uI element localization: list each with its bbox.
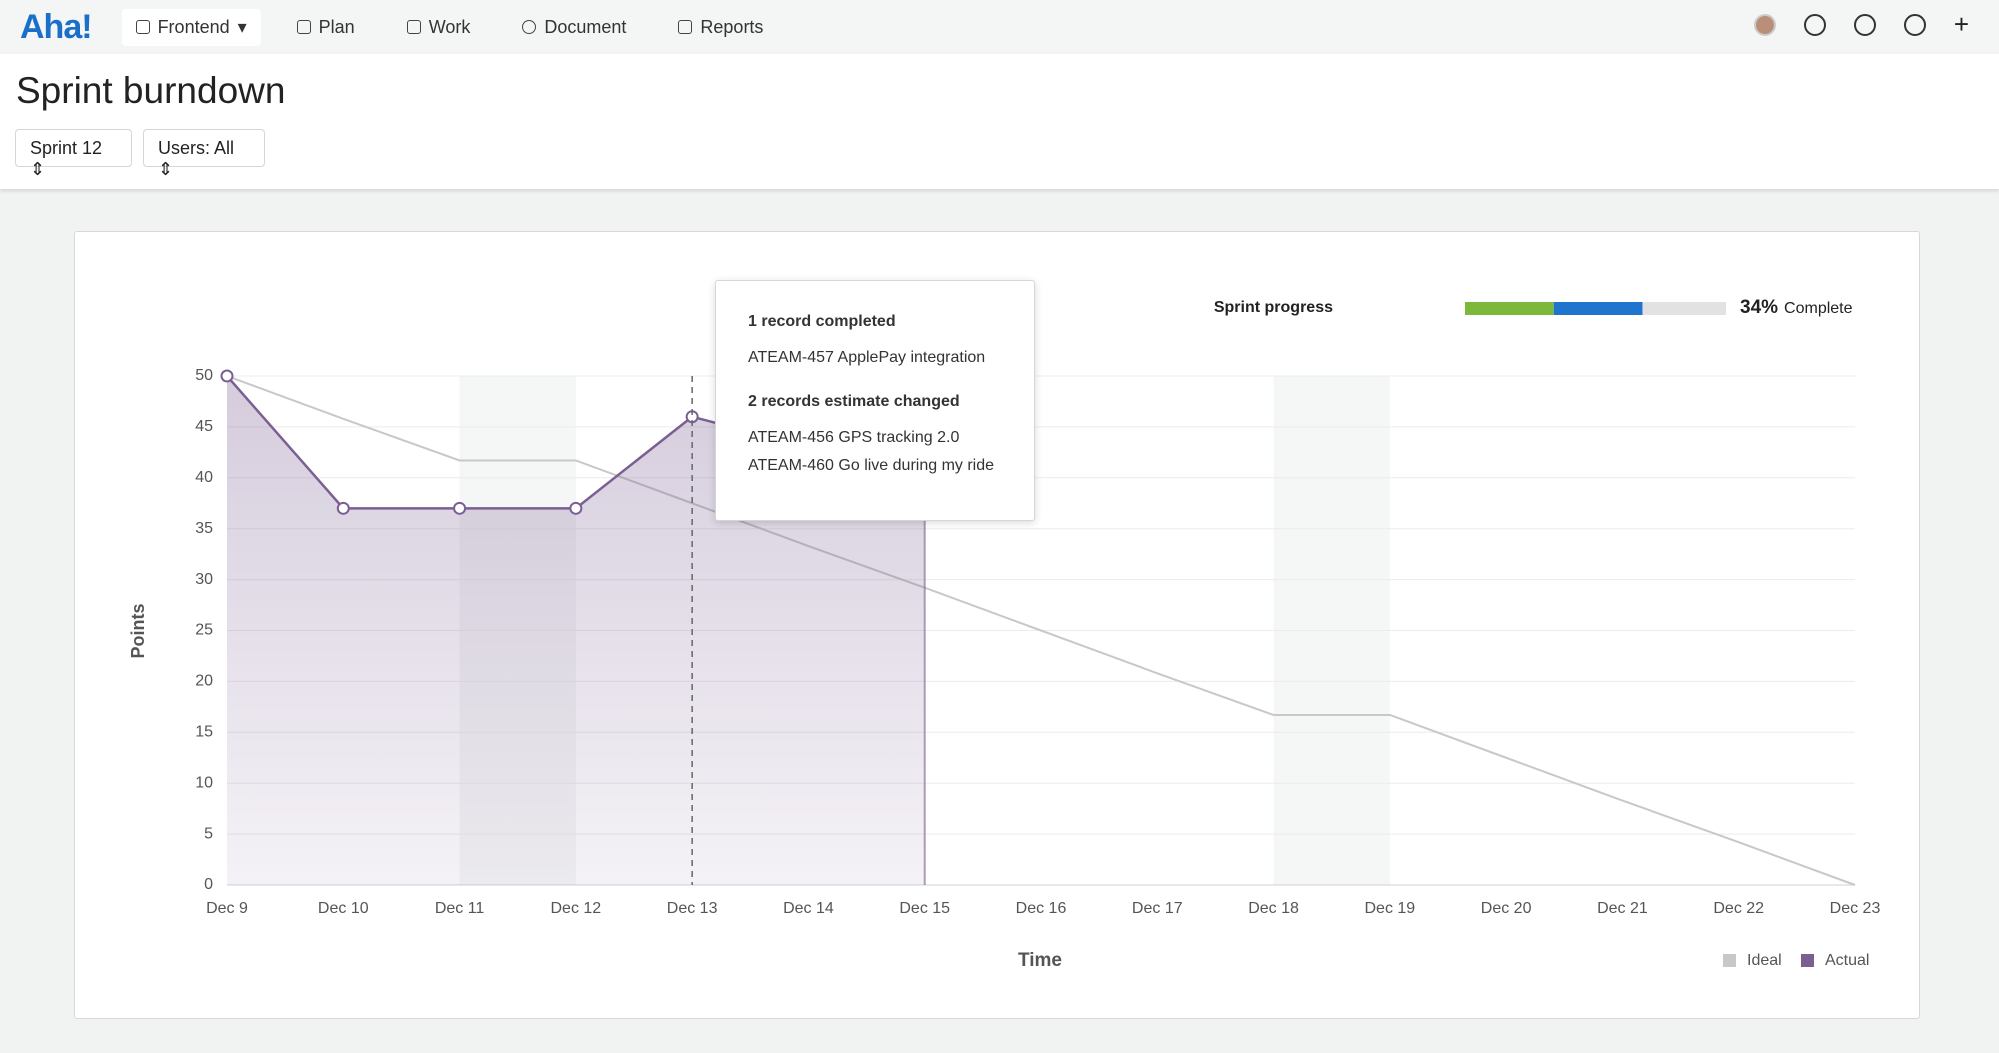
nav-item[interactable]: Reports bbox=[678, 17, 763, 38]
x-tick-label: Dec 21 bbox=[1597, 900, 1648, 917]
x-tick-label: Dec 9 bbox=[206, 900, 248, 917]
nav-label: Work bbox=[428, 16, 471, 37]
sprint-select[interactable]: Sprint 12 ⇕ bbox=[15, 129, 132, 179]
x-tick-label: Dec 13 bbox=[667, 900, 718, 917]
x-tick-label: Dec 23 bbox=[1830, 900, 1881, 917]
x-tick-label: Dec 14 bbox=[783, 900, 834, 917]
progress-label: Sprint progress bbox=[1214, 299, 1333, 316]
tooltip: 1 record completed ATEAM-457 ApplePay int… bbox=[715, 280, 1035, 521]
nav-label: Reports bbox=[700, 16, 764, 37]
header: Sprint burndown Sprint 12 ⇕ Users: All ⇕ bbox=[0, 54, 1999, 189]
y-tick-label: 40 bbox=[195, 469, 213, 486]
progress-segment bbox=[1553, 302, 1643, 315]
x-tick-label: Dec 17 bbox=[1132, 900, 1183, 917]
tooltip-item: ATEAM-456 GPS tracking 2.0 bbox=[748, 429, 960, 446]
logo[interactable]: Aha! bbox=[20, 7, 93, 46]
nav-item[interactable]: Document bbox=[522, 17, 626, 38]
progress-segment bbox=[1465, 302, 1554, 315]
x-tick-label: Dec 22 bbox=[1713, 900, 1764, 917]
icon bbox=[296, 20, 311, 34]
y-tick-label: 20 bbox=[195, 673, 213, 690]
y-tick-label: 15 bbox=[195, 724, 213, 741]
y-tick-label: 0 bbox=[204, 876, 213, 893]
point bbox=[569, 501, 583, 515]
icon bbox=[135, 20, 150, 34]
nav-label: Document bbox=[544, 16, 627, 37]
users-select[interactable]: Users: All ⇕ bbox=[143, 129, 265, 179]
help-icon[interactable] bbox=[1853, 14, 1876, 36]
progress-percent: 34% bbox=[1740, 297, 1778, 318]
y-tick-label: 30 bbox=[195, 571, 213, 588]
x-axis-label: Time bbox=[1018, 950, 1062, 971]
settings-icon[interactable] bbox=[1803, 14, 1826, 36]
y-tick-label: 35 bbox=[195, 520, 213, 537]
page-title: Sprint burndown bbox=[16, 70, 286, 111]
point bbox=[220, 369, 234, 383]
point bbox=[453, 501, 467, 515]
point bbox=[336, 501, 350, 515]
nav-item[interactable]: Plan bbox=[296, 16, 355, 38]
nav-bar: Aha! Frontend ▾ Plan Work Document Report… bbox=[0, 0, 1999, 54]
nav-item[interactable]: Work bbox=[406, 16, 471, 38]
x-tick-label: Dec 11 bbox=[435, 900, 485, 917]
icon bbox=[406, 20, 421, 34]
progress-remaining bbox=[1642, 302, 1726, 315]
avatar[interactable] bbox=[1753, 14, 1776, 36]
legend-swatch bbox=[1801, 954, 1814, 967]
x-tick-label: Dec 20 bbox=[1481, 900, 1532, 917]
caret: ▾ bbox=[237, 16, 247, 37]
y-tick-label: 50 bbox=[195, 367, 213, 384]
tooltip-item: ATEAM-460 Go live during my ride bbox=[748, 457, 995, 474]
x-tick-label: Dec 19 bbox=[1365, 900, 1416, 917]
tooltip-item: ATEAM-457 ApplePay integration bbox=[748, 349, 986, 366]
x-tick-label: Dec 15 bbox=[899, 900, 950, 917]
search-icon[interactable] bbox=[1903, 14, 1926, 36]
progress-suffix: Complete bbox=[1784, 300, 1853, 317]
icon bbox=[678, 20, 693, 34]
filter-label: Sprint 12 bbox=[30, 138, 103, 158]
chart: Sprint progress Points Time 0 5 10 15 20 25 30… bbox=[128, 297, 1881, 971]
x-tick-label: Dec 16 bbox=[1016, 900, 1067, 917]
legend-label: Actual bbox=[1825, 952, 1869, 969]
toolbar: + bbox=[1753, 9, 1969, 39]
filter-label: Users: All bbox=[158, 138, 235, 158]
y-tick-label: 5 bbox=[204, 825, 213, 842]
x-tick-label: Dec 12 bbox=[551, 900, 602, 917]
series-line bbox=[226, 375, 1856, 886]
y-tick-label: 45 bbox=[195, 418, 213, 435]
legend-label: Ideal bbox=[1747, 952, 1782, 969]
nav-label: Plan bbox=[318, 16, 355, 37]
workspace-dropdown[interactable]: Frontend ▾ bbox=[121, 8, 261, 46]
icon bbox=[522, 20, 537, 34]
x-tick-label: Dec 18 bbox=[1248, 900, 1299, 917]
legend-swatch bbox=[1723, 954, 1736, 967]
y-tick-label: 10 bbox=[195, 774, 213, 791]
tooltip-title: 2 records estimate changed bbox=[748, 393, 960, 410]
tooltip-title: 1 record completed bbox=[748, 313, 896, 330]
y-tick-label: 25 bbox=[195, 622, 213, 639]
add-icon[interactable]: + bbox=[1953, 9, 1969, 39]
y-axis-label: Points bbox=[128, 603, 148, 658]
workspace: Frontend bbox=[157, 16, 230, 37]
x-tick-label: Dec 10 bbox=[318, 900, 369, 917]
